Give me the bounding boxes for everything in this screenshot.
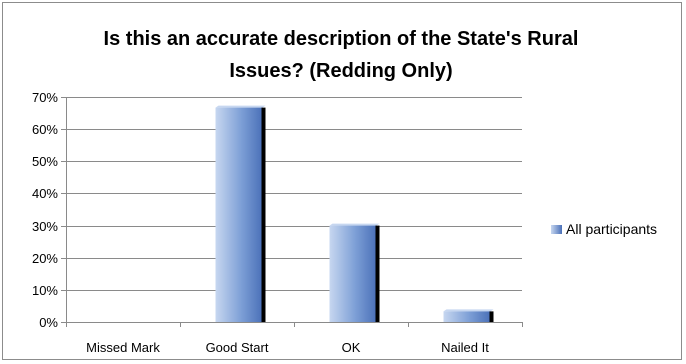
bar-top <box>215 105 266 108</box>
bar-top <box>443 309 494 312</box>
y-tick-label: 0% <box>39 315 58 330</box>
x-axis-ticks: Missed Mark Good Start OK Nailed It <box>86 340 489 355</box>
y-tick-label: 70% <box>32 90 58 105</box>
legend-swatch <box>551 225 562 234</box>
bar-side <box>261 107 266 322</box>
y-tick-label: 10% <box>32 283 58 298</box>
x-tick-label: Missed Mark <box>86 340 160 355</box>
legend: All participants <box>551 221 657 237</box>
bar-side <box>489 311 494 322</box>
chart-title-line-1: Is this an accurate description of the S… <box>104 28 579 50</box>
y-tick-label: 20% <box>32 251 58 266</box>
chart-title-line-2: Issues? (Redding Only) <box>229 60 452 82</box>
legend-label: All participants <box>566 221 657 237</box>
bar-top <box>329 223 380 226</box>
bar-side <box>375 225 380 322</box>
x-tick-label: Good Start <box>206 340 269 355</box>
bars <box>215 105 494 322</box>
y-tick-label: 40% <box>32 186 58 201</box>
bar <box>329 225 377 322</box>
y-tick-label: 50% <box>32 154 58 169</box>
bar <box>215 107 263 322</box>
chart: Is this an accurate description of the S… <box>32 28 657 355</box>
bar <box>443 311 491 322</box>
gridlines <box>61 97 523 327</box>
x-tick-label: Nailed It <box>441 340 489 355</box>
y-tick-label: 60% <box>32 122 58 137</box>
y-tick-label: 30% <box>32 219 58 234</box>
y-axis-ticks: 0% 10% 20% 30% 40% 50% 60% 70% <box>32 90 58 330</box>
chart-frame: Is this an accurate description of the S… <box>2 2 682 360</box>
x-tick-label: OK <box>342 340 361 355</box>
